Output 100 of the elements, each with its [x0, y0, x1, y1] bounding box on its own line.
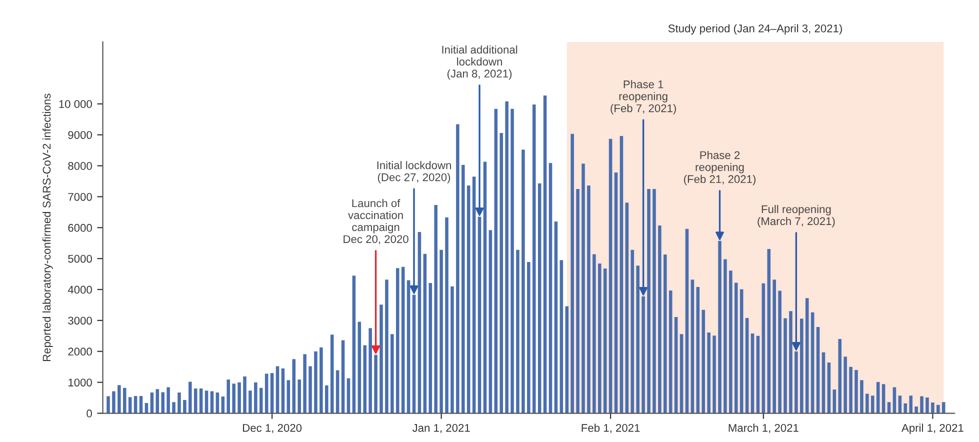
y-tick-label: 8000 — [68, 162, 92, 170]
bar — [800, 318, 804, 414]
y-tick-label: 5000 — [68, 254, 92, 263]
bar — [882, 384, 886, 414]
bar — [341, 340, 345, 414]
bar — [472, 176, 476, 414]
bar — [636, 266, 640, 414]
annotation: Launch of vaccination campaign Dec 20, 2020 — [344, 199, 408, 244]
bar — [423, 254, 427, 414]
y-tick-label: 7000 — [68, 192, 92, 201]
bar — [696, 287, 700, 414]
bar — [647, 188, 650, 414]
band-label: Study period (Jan 24–April 3, 2021) — [668, 24, 842, 35]
x-tick-label: Feb 1, 2021 — [582, 424, 640, 434]
y-tick-label: 9000 — [68, 131, 92, 139]
bar — [702, 310, 706, 414]
bar — [870, 396, 874, 414]
bar — [652, 188, 656, 414]
bar — [838, 339, 842, 414]
bar — [680, 334, 684, 414]
y-tick-label: 10 000 — [59, 100, 92, 108]
bar — [428, 283, 432, 414]
bar — [232, 384, 236, 414]
bar — [920, 396, 924, 414]
bar — [161, 392, 164, 414]
bar — [308, 366, 312, 414]
bar — [740, 289, 744, 414]
bar — [822, 352, 826, 414]
bar — [368, 328, 372, 414]
bar — [440, 250, 443, 414]
bar — [707, 332, 710, 414]
bar — [576, 188, 580, 414]
bar — [685, 228, 689, 414]
bar — [183, 400, 186, 414]
bar — [292, 359, 296, 414]
x-tick-label: Dec 1, 2020 — [243, 424, 302, 434]
bar — [860, 380, 864, 414]
bar — [854, 370, 858, 414]
bar — [522, 150, 525, 414]
bar — [527, 262, 530, 414]
bar — [238, 382, 241, 414]
bar — [358, 322, 362, 414]
bar — [866, 394, 869, 414]
bar — [516, 250, 520, 414]
bar — [565, 306, 569, 414]
bar — [778, 290, 782, 414]
bar — [281, 368, 285, 414]
bar — [909, 396, 912, 414]
bar — [849, 366, 852, 414]
y-tick-label: 3000 — [68, 316, 92, 325]
annotation: Initial additional lockdown (Jan 8, 2021) — [442, 45, 518, 80]
bar — [264, 374, 268, 414]
bar — [166, 387, 170, 414]
bar — [505, 101, 508, 414]
bar — [248, 390, 252, 414]
annotation: Full reopening (March 7, 2021) — [758, 204, 835, 228]
bar — [772, 280, 776, 414]
bar — [762, 283, 766, 414]
bar — [658, 225, 662, 414]
bar — [418, 232, 422, 414]
bar — [548, 162, 552, 414]
bar — [483, 162, 487, 414]
bar — [554, 221, 558, 414]
bar — [560, 260, 564, 414]
annotation: Initial lockdown (Dec 27, 2020) — [377, 161, 451, 184]
bar — [598, 264, 602, 414]
bar — [352, 276, 356, 414]
bar — [494, 108, 498, 414]
bar — [543, 96, 547, 414]
bar — [603, 268, 607, 414]
bar — [664, 254, 667, 414]
bar — [303, 354, 306, 414]
bar — [118, 385, 121, 414]
bar — [325, 385, 328, 414]
bar — [396, 268, 400, 414]
annotation: Phase 2 reopening (Feb 21, 2021) — [684, 150, 756, 186]
bar — [789, 311, 792, 414]
bar — [450, 286, 454, 414]
bar — [172, 402, 176, 414]
bar — [784, 318, 787, 414]
bar — [592, 254, 596, 414]
bar — [587, 186, 590, 414]
bar — [106, 396, 110, 414]
bar — [936, 404, 940, 414]
bar — [816, 326, 820, 414]
bar — [320, 347, 323, 414]
bar — [254, 382, 258, 414]
bar — [243, 376, 246, 414]
bar — [122, 388, 126, 414]
bar — [500, 132, 503, 414]
x-tick-label: Jan 1, 2021 — [412, 424, 470, 434]
bar — [608, 138, 612, 414]
bar — [445, 217, 448, 414]
bar — [805, 298, 809, 414]
bar — [188, 382, 192, 414]
bar — [810, 312, 814, 414]
bar — [462, 164, 465, 414]
bar — [466, 186, 470, 414]
bar — [178, 392, 181, 414]
bar — [724, 259, 727, 414]
